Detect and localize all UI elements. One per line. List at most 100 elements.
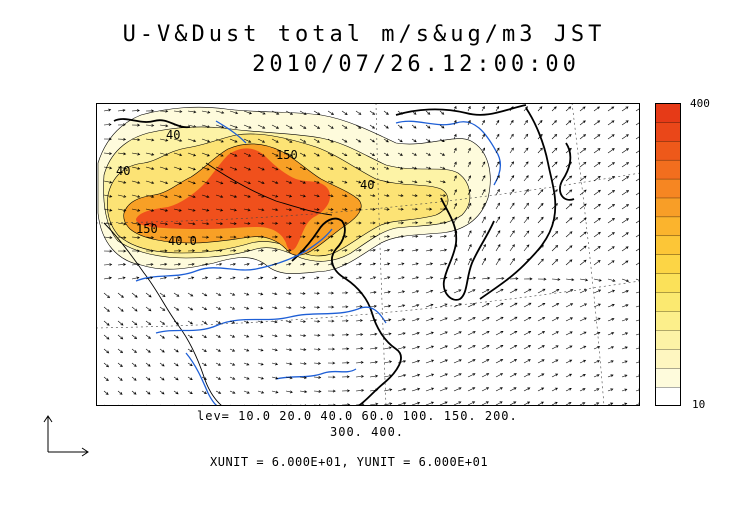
wind-vector xyxy=(159,180,169,185)
wind-vector xyxy=(565,387,572,392)
wind-vector xyxy=(257,348,264,352)
wind-vector xyxy=(299,348,307,351)
wind-vector xyxy=(383,110,389,115)
wind-vector xyxy=(369,124,375,129)
wind-vector xyxy=(453,257,458,266)
wind-vector xyxy=(621,106,629,112)
wind-vector xyxy=(313,194,320,198)
wind-vector xyxy=(453,202,457,210)
wind-vector xyxy=(271,138,279,143)
wind-vector xyxy=(453,189,457,196)
wind-vector xyxy=(621,304,629,308)
wind-vector xyxy=(117,292,124,298)
wind-vector xyxy=(159,276,167,280)
wind-vector xyxy=(201,124,211,129)
reference-vector-icon xyxy=(43,415,89,457)
wind-vector xyxy=(271,124,280,129)
wind-vector xyxy=(313,152,320,157)
wind-vector xyxy=(243,262,250,266)
wind-vector xyxy=(173,194,182,199)
wind-vector xyxy=(411,124,417,129)
wind-vector xyxy=(565,161,572,168)
wind-vector xyxy=(327,180,334,184)
wind-vector xyxy=(621,176,630,182)
wind-vector xyxy=(131,194,141,198)
wind-vector xyxy=(383,360,393,364)
wind-vector xyxy=(327,333,335,337)
wind-vector xyxy=(593,175,601,182)
wind-vector-field xyxy=(103,105,640,406)
wind-vector xyxy=(313,180,320,184)
wind-vector xyxy=(103,276,112,280)
wind-vector xyxy=(271,166,279,171)
wind-vector xyxy=(523,316,532,322)
wind-vector xyxy=(537,120,543,126)
wind-vector xyxy=(523,175,529,182)
river-mekong xyxy=(185,352,219,406)
wind-vector xyxy=(159,306,166,311)
wind-vector xyxy=(257,152,265,157)
wind-vector xyxy=(355,291,363,295)
wind-vector xyxy=(523,387,531,392)
wind-vector xyxy=(565,231,573,238)
colorbar-cell xyxy=(655,349,681,369)
wind-vector xyxy=(551,401,558,406)
wind-vector xyxy=(495,387,503,392)
wind-vector xyxy=(131,334,138,340)
wind-vector xyxy=(285,320,292,324)
wind-vector xyxy=(383,262,391,266)
wind-vector xyxy=(439,207,447,211)
wind-vector xyxy=(411,180,418,184)
wind-vector xyxy=(397,332,406,336)
wind-vector xyxy=(341,207,348,211)
wind-vector xyxy=(341,152,348,157)
wind-vector xyxy=(313,333,321,337)
wind-vector xyxy=(313,249,320,252)
wind-vector xyxy=(145,376,151,381)
wind-vector xyxy=(341,194,348,198)
wind-vector xyxy=(103,152,113,155)
wind-vector xyxy=(397,262,405,266)
wind-vector xyxy=(551,230,559,238)
wind-vector xyxy=(229,208,237,212)
wind-vector xyxy=(411,359,421,364)
wind-vector xyxy=(117,166,127,170)
wind-vector xyxy=(201,262,209,266)
wind-vector xyxy=(299,110,307,115)
wind-vector xyxy=(369,180,376,184)
wind-vector xyxy=(509,288,518,294)
river-yangtze xyxy=(155,306,387,334)
wind-vector xyxy=(187,262,195,266)
wind-vector xyxy=(187,124,197,128)
contour-label: 150 xyxy=(276,148,298,162)
colorbar-min-label: 10 xyxy=(692,398,706,411)
wind-vector xyxy=(131,222,141,226)
wind-vector xyxy=(369,276,377,280)
wind-vector xyxy=(425,345,435,350)
wind-vector xyxy=(173,180,183,185)
wind-vector xyxy=(369,235,376,239)
wind-vector xyxy=(523,288,532,294)
wind-vector xyxy=(173,235,182,239)
wind-vector xyxy=(271,306,278,310)
wind-vector xyxy=(481,188,486,196)
wind-vector xyxy=(509,345,518,350)
wind-vector xyxy=(593,303,601,308)
wind-vector xyxy=(495,188,500,196)
wind-vector xyxy=(131,166,141,170)
wind-vector xyxy=(467,276,477,280)
wind-vector xyxy=(299,320,307,323)
wind-vector xyxy=(411,152,417,156)
wind-vector xyxy=(327,389,336,393)
wind-vector xyxy=(341,319,349,323)
wind-vector xyxy=(565,359,573,364)
wind-vector xyxy=(271,110,280,115)
wind-vector xyxy=(467,359,476,364)
wind-vector xyxy=(579,345,587,350)
wind-vector xyxy=(411,248,419,252)
wind-vector xyxy=(341,248,348,252)
wind-vector xyxy=(523,202,529,210)
wind-vector xyxy=(425,317,434,322)
wind-vector xyxy=(495,106,500,112)
wind-vector xyxy=(131,362,137,367)
